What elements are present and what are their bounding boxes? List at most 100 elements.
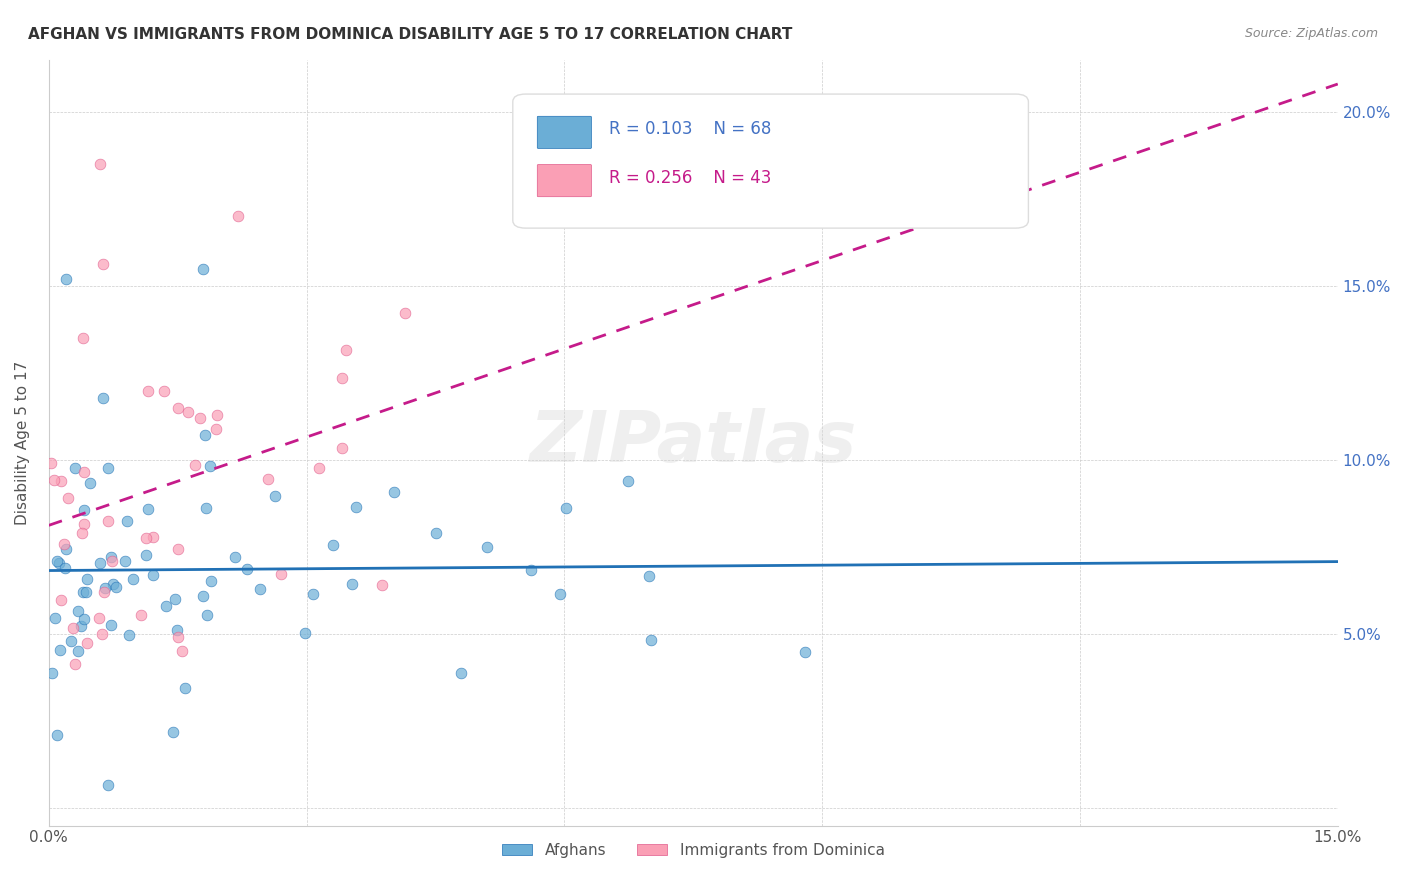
- Point: [41, 665, 63, 680]
- Point: [226, 209, 249, 223]
- Point: [70, 525, 93, 540]
- Point: [167, 401, 190, 416]
- Point: [72, 585, 94, 599]
- Point: [91, 391, 114, 405]
- Point: [224, 549, 246, 564]
- Point: [335, 343, 357, 357]
- Point: [45, 554, 67, 568]
- Point: [89, 556, 111, 570]
- Point: [76, 573, 98, 587]
- Point: [204, 422, 226, 436]
- Y-axis label: Disability Age 5 to 17: Disability Age 5 to 17: [15, 360, 30, 524]
- Point: [115, 514, 138, 528]
- Point: [75, 585, 97, 599]
- Point: [394, 306, 416, 320]
- Point: [548, 586, 571, 600]
- Point: [100, 618, 122, 632]
- Point: [66, 644, 89, 658]
- Point: [118, 628, 141, 642]
- Point: [173, 681, 195, 695]
- Point: [45, 728, 67, 742]
- Point: [198, 458, 221, 473]
- Point: [162, 725, 184, 739]
- Point: [371, 578, 394, 592]
- Point: [91, 627, 114, 641]
- Point: [794, 644, 817, 658]
- Point: [194, 428, 217, 442]
- Point: [205, 408, 228, 422]
- Point: [270, 567, 292, 582]
- Point: [475, 540, 498, 554]
- Text: R = 0.256    N = 43: R = 0.256 N = 43: [609, 169, 772, 187]
- Point: [193, 261, 215, 276]
- FancyBboxPatch shape: [537, 116, 592, 148]
- Point: [256, 471, 278, 485]
- Point: [48, 556, 70, 570]
- Point: [183, 458, 205, 473]
- Point: [101, 577, 124, 591]
- Point: [640, 633, 662, 648]
- Point: [42, 473, 65, 487]
- FancyBboxPatch shape: [513, 94, 1028, 228]
- Text: R = 0.103    N = 68: R = 0.103 N = 68: [609, 120, 772, 137]
- Point: [93, 584, 115, 599]
- Point: [89, 157, 111, 171]
- Point: [302, 587, 325, 601]
- Point: [294, 626, 316, 640]
- Legend: Afghans, Immigrants from Dominica: Afghans, Immigrants from Dominica: [496, 837, 891, 864]
- Text: ZIPatlas: ZIPatlas: [530, 409, 856, 477]
- Point: [340, 576, 363, 591]
- Point: [188, 410, 211, 425]
- Point: [135, 548, 157, 562]
- Point: [72, 331, 94, 345]
- Point: [65, 657, 87, 671]
- Point: [617, 474, 640, 488]
- Point: [79, 475, 101, 490]
- Point: [384, 484, 406, 499]
- Point: [73, 612, 96, 626]
- Point: [97, 514, 120, 528]
- Point: [264, 489, 287, 503]
- Point: [425, 525, 447, 540]
- Point: [166, 630, 188, 644]
- Point: [136, 384, 159, 398]
- Point: [153, 384, 176, 398]
- Point: [76, 636, 98, 650]
- Point: [166, 623, 188, 637]
- Point: [322, 538, 344, 552]
- Point: [172, 644, 194, 658]
- Point: [66, 604, 89, 618]
- Point: [163, 591, 186, 606]
- Point: [195, 608, 218, 623]
- Point: [520, 562, 543, 576]
- Point: [167, 541, 190, 556]
- Point: [177, 405, 200, 419]
- FancyBboxPatch shape: [537, 164, 592, 197]
- Text: AFGHAN VS IMMIGRANTS FROM DOMINICA DISABILITY AGE 5 TO 17 CORRELATION CHART: AFGHAN VS IMMIGRANTS FROM DOMINICA DISAB…: [28, 27, 793, 42]
- Point: [97, 461, 120, 475]
- Point: [97, 778, 120, 792]
- Point: [51, 593, 73, 607]
- Point: [330, 441, 353, 455]
- Point: [122, 572, 145, 586]
- Point: [100, 550, 122, 565]
- Point: [236, 561, 259, 575]
- Point: [44, 611, 66, 625]
- Point: [70, 619, 93, 633]
- Point: [129, 607, 152, 622]
- Point: [194, 500, 217, 515]
- Point: [344, 500, 367, 514]
- Point: [73, 465, 96, 479]
- Point: [555, 501, 578, 516]
- Point: [94, 581, 117, 595]
- Point: [49, 474, 72, 488]
- Point: [53, 537, 76, 551]
- Point: [114, 554, 136, 568]
- Point: [142, 530, 165, 544]
- Point: [450, 666, 472, 681]
- Point: [191, 589, 214, 603]
- Point: [55, 541, 77, 556]
- Point: [138, 501, 160, 516]
- Point: [330, 371, 353, 385]
- Point: [135, 531, 157, 545]
